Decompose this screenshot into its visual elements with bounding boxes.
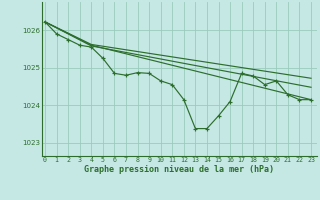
X-axis label: Graphe pression niveau de la mer (hPa): Graphe pression niveau de la mer (hPa) <box>84 165 274 174</box>
